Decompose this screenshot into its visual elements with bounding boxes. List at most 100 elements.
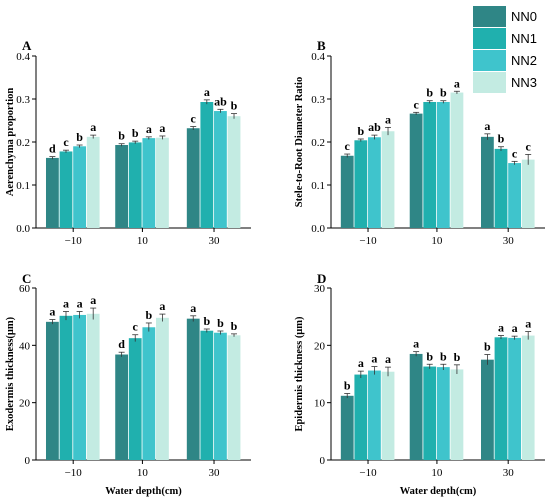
significance-label: a	[204, 85, 210, 99]
bar-nn1	[423, 102, 437, 228]
significance-label: a	[77, 297, 83, 311]
significance-label: a	[385, 352, 391, 366]
panel-letter: D	[317, 271, 326, 286]
significance-label: a	[484, 119, 490, 133]
significance-label: b	[118, 129, 125, 143]
y-tick-label: 20	[314, 340, 326, 352]
legend-swatch-nn1	[473, 28, 506, 49]
y-tick-label: 0.1	[311, 180, 325, 192]
bar-nn0	[115, 145, 129, 228]
x-tick-label: 30	[209, 467, 221, 479]
bar-nn0	[409, 353, 423, 460]
bar-nn3	[381, 371, 395, 460]
bar-nn0	[340, 395, 354, 460]
significance-label: a	[371, 352, 377, 366]
bar-nn1	[59, 151, 73, 228]
significance-label: b	[440, 86, 447, 100]
y-tick-label: 60	[19, 283, 31, 295]
y-axis-label: Epidermis thickness (μm)	[294, 316, 305, 432]
significance-label: d	[118, 337, 125, 351]
legend-swatch-nn3	[473, 72, 506, 93]
panel-letter: A	[22, 38, 32, 53]
bar-nn1	[200, 102, 214, 228]
y-tick-label: 20	[19, 398, 31, 410]
significance-label: a	[454, 76, 460, 90]
significance-label: b	[440, 349, 447, 363]
x-tick-label: −10	[359, 235, 377, 247]
x-tick-label: −10	[359, 467, 377, 479]
significance-label: b	[203, 314, 210, 328]
y-tick-label: 0.2	[311, 137, 325, 149]
significance-label: c	[512, 146, 518, 160]
bar-nn3	[156, 137, 169, 228]
significance-label: b	[132, 126, 139, 140]
y-tick-label: 30	[314, 283, 326, 295]
x-tick-label: 10	[431, 467, 443, 479]
bar-nn3	[86, 136, 100, 228]
significance-label: b	[145, 308, 152, 322]
significance-label: a	[358, 356, 364, 370]
legend-label: NN2	[511, 53, 537, 68]
significance-label: a	[525, 317, 531, 331]
significance-label: c	[133, 320, 139, 334]
significance-label: a	[63, 297, 69, 311]
y-tick-label: 0.0	[16, 223, 30, 235]
significance-label: b	[426, 349, 433, 363]
panel-letter: C	[22, 271, 31, 286]
significance-label: a	[159, 299, 165, 313]
x-tick-label: 30	[209, 235, 221, 247]
y-tick-label: 40	[19, 340, 31, 352]
bar-nn2	[508, 337, 521, 460]
x-tick-label: 10	[137, 467, 149, 479]
bar-nn2	[508, 163, 521, 228]
legend-label: NN3	[511, 75, 537, 90]
bar-nn3	[450, 369, 464, 460]
bar-nn2	[73, 314, 86, 460]
significance-label: c	[191, 112, 197, 126]
significance-label: b	[484, 340, 491, 354]
legend: NN0 NN1 NN2 NN3	[473, 6, 537, 93]
significance-label: a	[512, 321, 518, 335]
x-tick-label: 10	[431, 235, 443, 247]
bar-nn0	[340, 155, 354, 228]
y-tick-label: 0.3	[311, 94, 325, 106]
bar-nn2	[436, 367, 450, 460]
significance-label: b	[498, 132, 505, 146]
significance-label: b	[217, 316, 224, 330]
bar-nn2	[142, 327, 156, 460]
significance-label: c	[63, 135, 69, 149]
x-axis-label: Water depth(cm)	[400, 486, 477, 497]
x-tick-label: 30	[503, 467, 515, 479]
significance-label: b	[454, 350, 461, 364]
bar-nn3	[521, 159, 535, 228]
significance-label: c	[345, 139, 351, 153]
y-tick-label: 0.4	[16, 51, 30, 63]
significance-label: a	[385, 112, 391, 126]
bar-nn1	[354, 140, 368, 228]
bar-nn0	[115, 354, 129, 460]
significance-label: a	[90, 293, 96, 307]
bar-nn3	[450, 92, 464, 228]
significance-label: ab	[368, 120, 381, 134]
x-axis-label: Water depth(cm)	[105, 486, 182, 497]
bar-nn1	[494, 337, 508, 460]
significance-label: a	[413, 337, 419, 351]
bar-nn1	[423, 366, 437, 460]
bar-nn1	[494, 148, 508, 228]
chart-panel-b: 0.00.10.20.30.4−10 10 30ccabbbabbcaacBStel…	[294, 38, 545, 247]
legend-swatch-nn2	[473, 50, 506, 71]
x-tick-label: 10	[137, 235, 149, 247]
y-tick-label: 0.3	[16, 94, 30, 106]
bar-nn2	[368, 137, 381, 228]
significance-label: c	[526, 139, 532, 153]
bar-nn1	[354, 374, 368, 460]
significance-label: b	[231, 319, 238, 333]
bar-nn0	[480, 136, 494, 228]
bar-nn1	[59, 315, 73, 460]
x-tick-label: −10	[65, 467, 83, 479]
legend-label: NN0	[511, 9, 537, 24]
significance-label: a	[90, 120, 96, 134]
significance-label: b	[76, 130, 83, 144]
significance-label: b	[231, 99, 238, 113]
